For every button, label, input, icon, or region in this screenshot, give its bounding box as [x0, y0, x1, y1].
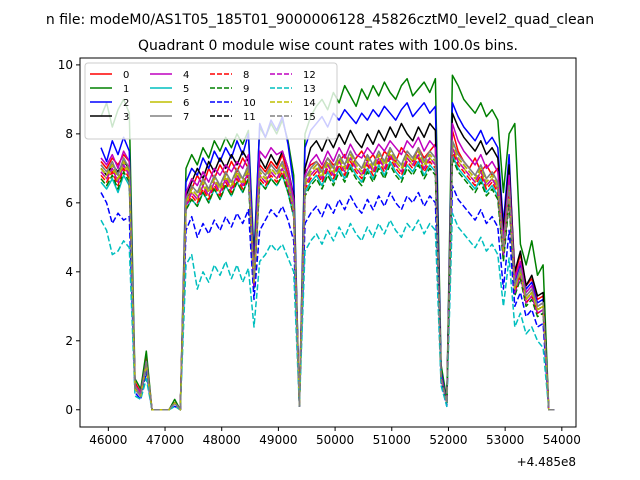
legend-label-2: 2	[123, 98, 129, 109]
y-tick-label: 10	[58, 58, 73, 72]
legend-label-4: 4	[183, 70, 189, 81]
legend-label-11: 11	[243, 112, 256, 123]
chart-title: Quadrant 0 module wise count rates with …	[138, 38, 518, 54]
x-tick-label: 51000	[373, 433, 411, 447]
legend-label-8: 8	[243, 70, 249, 81]
series-line-10	[100, 184, 555, 411]
legend-box	[84, 62, 338, 140]
x-axis: 46000 47000 48000 49000 50000 51000 52000 53000…	[89, 427, 581, 447]
x-tick-label: 54000	[543, 433, 581, 447]
series-line-14	[100, 143, 555, 411]
legend-label-0: 0	[123, 70, 129, 81]
y-tick-label: 2	[65, 334, 73, 348]
x-tick-label: 47000	[146, 433, 184, 447]
x-tick-label: 49000	[259, 433, 297, 447]
legend-label-9: 9	[243, 84, 249, 95]
legend-label-15: 15	[303, 112, 316, 123]
y-tick-label: 8	[65, 127, 73, 141]
legend-label-5: 5	[183, 84, 189, 95]
y-tick-label: 6	[65, 196, 73, 210]
legend-label-13: 13	[303, 84, 316, 95]
x-axis-offset-label: +4.485e8	[517, 455, 576, 469]
figure-suptitle: n file: modeM0/AS1T05_185T01_9000006128_…	[46, 12, 594, 28]
y-tick-label: 0	[65, 403, 73, 417]
legend-label-6: 6	[183, 98, 189, 109]
legend-label-14: 14	[303, 98, 316, 109]
series-line-8	[100, 150, 555, 411]
x-tick-label: 53000	[486, 433, 524, 447]
series-line-15	[100, 140, 555, 411]
plot-frame	[79, 57, 577, 428]
x-tick-label: 46000	[89, 433, 127, 447]
y-tick-label: 4	[65, 265, 73, 279]
legend-label-1: 1	[123, 84, 129, 95]
y-axis: 0 2 4 6 8 10	[58, 58, 80, 417]
legend-label-3: 3	[123, 112, 129, 123]
x-tick-label: 52000	[429, 433, 467, 447]
x-tick-label: 48000	[203, 433, 241, 447]
legend-label-7: 7	[183, 112, 189, 123]
legend-label-12: 12	[303, 70, 316, 81]
series-line-13	[100, 212, 555, 411]
x-tick-label: 50000	[316, 433, 354, 447]
legend-label-10: 10	[243, 98, 256, 109]
